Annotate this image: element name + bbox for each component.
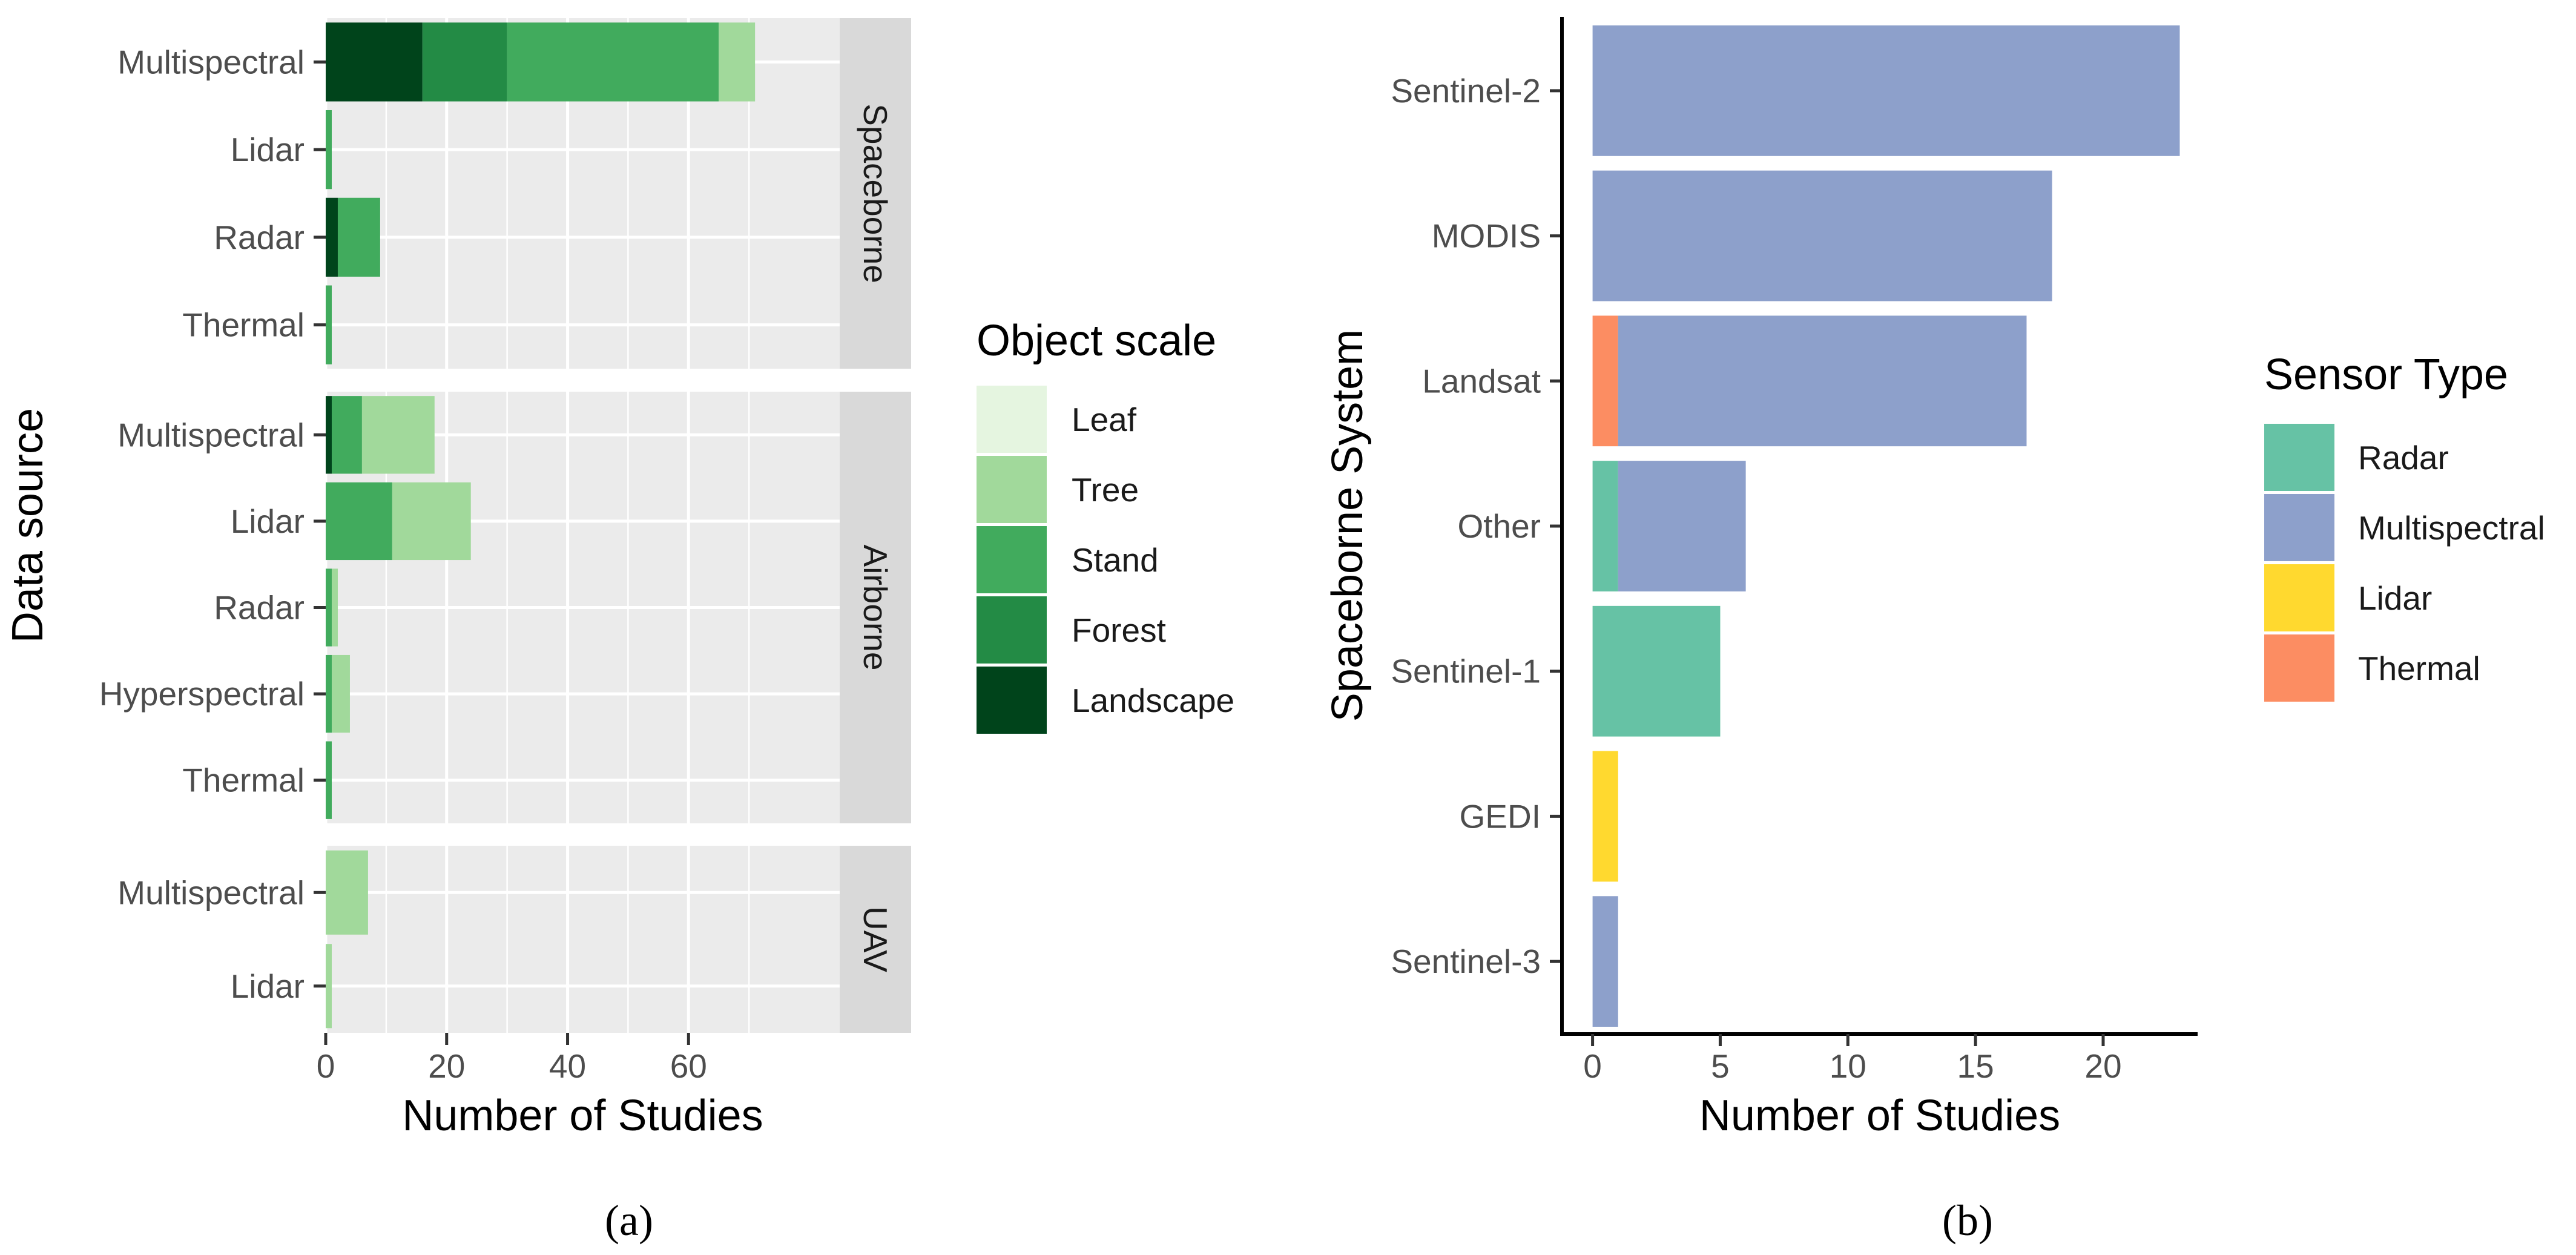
legend-label: Tree <box>1072 471 1139 509</box>
bar-multispectral-tree <box>326 850 368 935</box>
y-tick-label: Sentinel-3 <box>1391 943 1541 980</box>
x-tick-label: 0 <box>1583 1047 1602 1085</box>
y-tick-label: Multispectral <box>117 416 305 453</box>
chart-b: Sentinel-2 MODIS Landsat Other Sentinel-1 GED… <box>1323 17 2545 1245</box>
bar-modis-multispectral <box>1592 170 2052 301</box>
bar-lidar-stand <box>326 482 392 561</box>
legend-title: Sensor Type <box>2264 351 2508 399</box>
bar-sentinel-3-multispectral <box>1592 896 1618 1027</box>
legend-label: Thermal <box>2358 650 2480 687</box>
legend-key-thermal <box>2264 634 2334 702</box>
facet-airborne: Multispectral Lidar Radar Hyperspectral Ther… <box>99 392 911 823</box>
bar-radar-tree <box>331 568 338 647</box>
bar-radar-stand <box>337 197 380 277</box>
bar-thermal-stand <box>326 741 332 819</box>
legend-key-forest <box>977 596 1047 664</box>
y-tick-label: MODIS <box>1432 217 1541 255</box>
legend-b: Sensor Type Radar Multispectral Lidar Therma… <box>2264 351 2545 702</box>
facet-strip-label: UAV <box>857 906 894 972</box>
x-tick-label: 15 <box>1957 1047 1994 1085</box>
bar-thermal-stand <box>326 285 332 364</box>
caption-a: (a) <box>605 1196 653 1245</box>
x-tick-label: 20 <box>2084 1047 2121 1085</box>
y-tick-label: Lidar <box>231 502 305 540</box>
legend-label: Stand <box>1072 541 1159 579</box>
facet-strip-label: Airborne <box>857 545 894 671</box>
legend-key-stand <box>977 526 1047 593</box>
facet-strip <box>840 392 911 823</box>
x-axis-title: Number of Studies <box>402 1092 763 1140</box>
y-tick-label: Radar <box>214 219 305 256</box>
facet-strip <box>840 846 911 1033</box>
bar-multispectral-stand <box>507 22 719 102</box>
y-tick-label: Lidar <box>231 131 305 168</box>
bar-multispectral-landscape <box>326 396 332 474</box>
x-tick-label: 20 <box>428 1047 465 1085</box>
bar-landsat-thermal <box>1592 315 1618 447</box>
legend-title: Object scale <box>977 317 1216 365</box>
bar-hyperspectral-stand <box>326 654 332 733</box>
bar-multispectral-tree <box>361 396 435 474</box>
bar-multispectral-tree <box>719 22 756 102</box>
legend-key-lidar <box>2264 564 2334 631</box>
bar-hyperspectral-tree <box>331 654 350 733</box>
facet-uav: Multispectral Lidar UAV <box>117 846 911 1033</box>
bar-multispectral-stand <box>331 396 362 474</box>
facet-panel-background <box>326 846 840 1033</box>
facet-strip <box>840 18 911 369</box>
x-tick-label: 10 <box>1830 1047 1866 1085</box>
bar-gedi-lidar <box>1592 751 1618 882</box>
x-tick-label: 5 <box>1711 1047 1730 1085</box>
caption-b: (b) <box>1942 1196 1993 1245</box>
bar-lidar-tree <box>392 482 471 561</box>
legend-label: Leaf <box>1072 401 1137 438</box>
legend-key-tree <box>977 456 1047 523</box>
bar-multispectral-landscape <box>326 22 423 102</box>
legend-key-landscape <box>977 667 1047 734</box>
y-tick-label: Radar <box>214 589 305 627</box>
bar-other-multispectral <box>1618 461 1746 591</box>
y-tick-label: Sentinel-2 <box>1391 72 1541 110</box>
bar-lidar-tree <box>326 944 332 1029</box>
y-tick-label: Landsat <box>1422 362 1541 400</box>
y-tick-label: Sentinel-1 <box>1391 653 1541 690</box>
bar-lidar-stand <box>326 110 332 189</box>
legend-label: Multispectral <box>2358 509 2545 547</box>
legend-label: Forest <box>1072 611 1166 649</box>
legend-key-multispectral <box>2264 494 2334 561</box>
x-axis-title: Number of Studies <box>1699 1092 2060 1140</box>
y-tick-label: Hyperspectral <box>99 675 305 713</box>
bar-radar-landscape <box>326 197 338 277</box>
legend-label: Lidar <box>2358 579 2432 617</box>
y-tick-label: GEDI <box>1460 797 1541 835</box>
x-tick-label: 40 <box>549 1047 586 1085</box>
chart-a: Multispectral Lidar Radar Thermal Spaceborne… <box>4 18 1234 1245</box>
bar-landsat-multispectral <box>1618 315 2027 447</box>
legend-label: Landscape <box>1072 682 1234 719</box>
bar-multispectral-forest <box>422 22 507 102</box>
legend-key-leaf <box>977 386 1047 453</box>
x-tick-label: 60 <box>670 1047 707 1085</box>
y-tick-label: Lidar <box>231 967 305 1005</box>
y-tick-label: Multispectral <box>117 43 305 81</box>
y-tick-label: Multispectral <box>117 874 305 911</box>
legend-a: Object scale Leaf Tree Stand Forest Landscape <box>977 317 1234 734</box>
bar-radar-stand <box>326 568 332 647</box>
bar-sentinel-1-radar <box>1592 605 1721 737</box>
y-tick-label: Thermal <box>182 306 305 344</box>
facet-spaceborne: Multispectral Lidar Radar Thermal Spaceborne <box>117 18 911 369</box>
legend-label: Radar <box>2358 439 2449 476</box>
y-axis-title: Data source <box>4 408 52 643</box>
bar-sentinel-2-multispectral <box>1592 25 2180 156</box>
facet-strip-label: Spaceborne <box>857 104 894 283</box>
y-tick-label: Other <box>1457 507 1541 545</box>
y-tick-label: Thermal <box>182 762 305 799</box>
x-tick-label: 0 <box>317 1047 335 1085</box>
legend-key-radar <box>2264 424 2334 491</box>
y-axis-title: Spaceborne System <box>1323 329 1372 722</box>
bar-other-radar <box>1592 461 1618 591</box>
